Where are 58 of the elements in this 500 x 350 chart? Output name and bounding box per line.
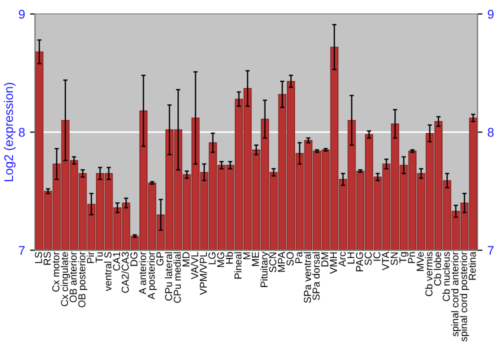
x-tick-label: SO	[286, 252, 294, 266]
x-tick-label: SPa ventral	[304, 252, 311, 303]
x-tick-label: ME	[252, 252, 259, 266]
x-tick-label: MVe	[416, 252, 424, 271]
x-tick-label: spinal cord anterior	[451, 252, 460, 336]
x-tick-label: SC	[364, 252, 372, 266]
x-tick-label: OB anterior	[69, 252, 77, 302]
x-tick-label: Tu	[96, 252, 103, 263]
x-tick-label: M	[243, 252, 250, 260]
x-tick-label: Cx motor	[52, 252, 60, 292]
x-tick-label: VTA	[382, 252, 389, 270]
x-tick-label: Cb nucleus	[442, 252, 450, 302]
x-tick-label: SCN	[269, 252, 276, 272]
x-tick-label: SPa dorsal	[312, 252, 320, 300]
x-tick-label: CPu medial	[174, 252, 181, 303]
x-tick-label: Arc	[338, 252, 346, 267]
x-tick-label: ventral S	[104, 252, 112, 292]
x-tick-label: Hb	[226, 252, 233, 264]
x-tick-label: Cx cingulate	[60, 252, 70, 306]
x-tick-label: A posterior	[147, 252, 157, 300]
x-tick-label: SN	[390, 252, 398, 266]
y-tick-label: 7	[18, 246, 25, 255]
x-tick-label: VMH	[330, 252, 337, 274]
x-tick-label: Retina	[468, 252, 476, 280]
x-tick-label: Pa	[295, 252, 302, 264]
x-tick-label: Cb vermis	[425, 252, 432, 296]
x-tick-label: IC	[373, 252, 380, 261]
x-tick-label: Pn	[408, 252, 416, 264]
x-tick-label: CA1	[113, 252, 120, 271]
y2-tick-label: 9	[488, 10, 494, 19]
y-tick-label: 9	[18, 10, 25, 19]
x-tick-label: MD	[182, 252, 190, 266]
x-tick-label: CA2/CA3	[121, 252, 129, 293]
y-axis-title: Log2 (expression)	[4, 82, 16, 182]
x-tick-label: Cb lobe	[434, 252, 442, 286]
x-tick-label: Tg	[399, 252, 408, 264]
x-tick-label: Pineal	[234, 252, 242, 279]
x-tick-label: VA/VL	[190, 252, 198, 280]
x-tick-label: Pituitary	[260, 252, 270, 287]
x-tick-label: VPM/VPL	[200, 252, 207, 295]
x-tick-label: OB posterior	[78, 252, 88, 308]
x-tick-label: GP	[156, 252, 164, 266]
y-tick-label: 8	[18, 128, 25, 137]
x-tick-label: LS	[34, 252, 42, 264]
x-tick-label: LH	[347, 252, 354, 264]
x-tick-label: PAG	[356, 252, 364, 272]
x-tick-label: A anterior	[138, 252, 146, 294]
x-tick-label: DG	[130, 252, 138, 266]
x-tick-label: RS	[44, 252, 51, 265]
y2-tick-label: 8	[488, 128, 494, 137]
x-tick-label: DM	[321, 252, 328, 266]
x-tick-label: spinal cord posterior	[460, 252, 470, 342]
x-tick-label: Pir	[86, 252, 94, 264]
x-tick-label: CPu lateral	[164, 252, 172, 301]
y2-tick-label: 7	[488, 246, 494, 255]
x-tick-label: LG	[208, 252, 216, 264]
x-tick-label: MPA	[278, 252, 285, 272]
x-tick-label: MG	[217, 252, 224, 267]
